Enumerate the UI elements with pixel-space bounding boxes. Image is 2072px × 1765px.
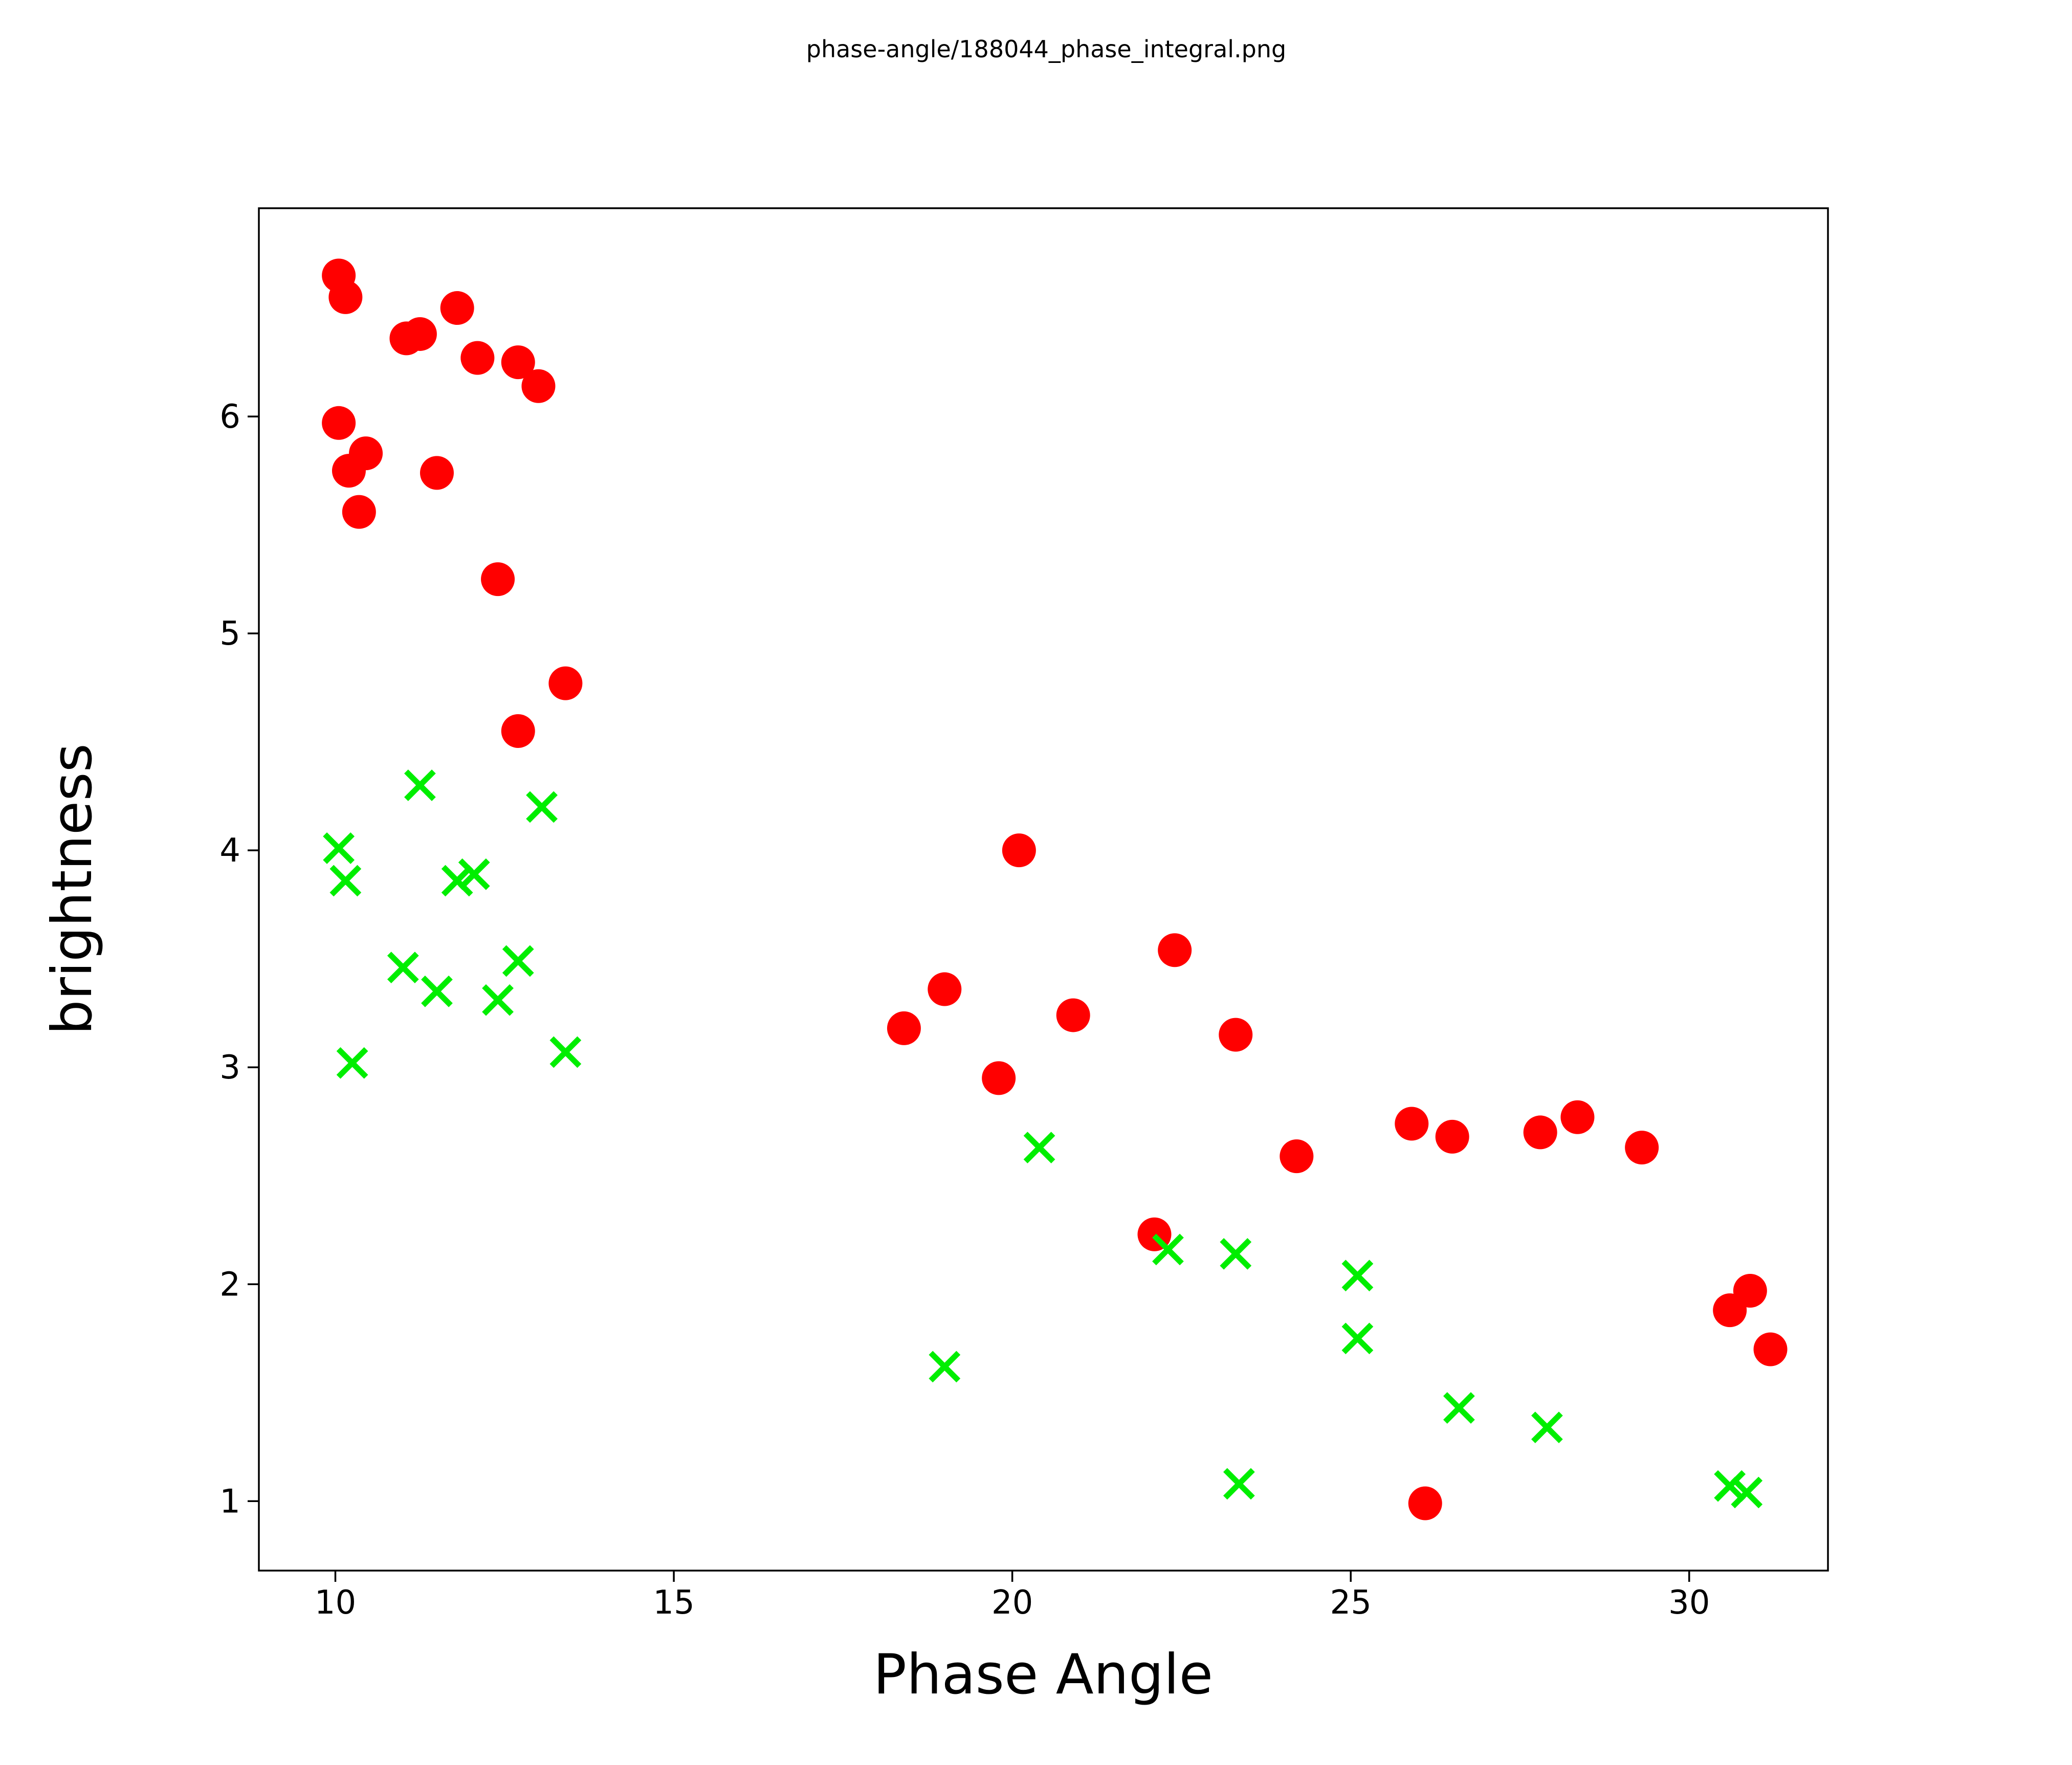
data-point-red-circle (501, 345, 535, 380)
data-point-green-x (1023, 1132, 1055, 1163)
data-point-green-x (502, 945, 534, 977)
x-tick-label: 20 (991, 1584, 1033, 1622)
data-point-red-circle (1219, 1018, 1253, 1052)
axes: 10 15 20 25 30 1 2 3 4 5 6 (219, 207, 1829, 1622)
y-tick-label: 4 (219, 832, 240, 870)
y-tick-label: 3 (219, 1049, 240, 1087)
red-circles-series (322, 258, 1788, 1520)
data-point-green-x (441, 865, 473, 897)
plot-border (258, 207, 1829, 1572)
data-point-green-x (336, 1047, 368, 1079)
data-point-green-x (329, 865, 362, 897)
data-point-green-x (1220, 1238, 1252, 1270)
x-tick-label: 25 (1330, 1584, 1371, 1622)
data-point-green-x (458, 858, 490, 890)
data-point-red-circle (481, 562, 515, 597)
data-point-red-circle (928, 972, 962, 1006)
data-point-red-circle (521, 369, 556, 403)
scatter-series (322, 258, 1788, 1520)
data-point-red-circle (1753, 1332, 1788, 1366)
data-point-green-x (1223, 1468, 1255, 1500)
y-tick-label: 1 (219, 1483, 240, 1520)
data-point-red-circle (982, 1061, 1016, 1095)
data-point-red-circle (460, 341, 495, 375)
data-point-red-circle (403, 317, 437, 351)
data-point-red-circle (332, 454, 366, 488)
green-crosses-series (323, 769, 1763, 1509)
data-point-red-circle (887, 1011, 921, 1045)
data-point-green-x (323, 832, 355, 864)
data-point-red-circle (1408, 1486, 1442, 1520)
data-point-green-x (929, 1351, 961, 1383)
data-point-green-x (1531, 1411, 1563, 1444)
data-point-green-x (1443, 1392, 1475, 1424)
data-point-green-x (526, 791, 558, 823)
data-point-green-x (421, 975, 453, 1007)
data-point-red-circle (1435, 1119, 1469, 1154)
data-point-red-circle (1625, 1131, 1659, 1165)
data-point-red-circle (1395, 1107, 1429, 1141)
x-tick-label: 15 (653, 1584, 694, 1622)
data-point-red-circle (1158, 933, 1192, 967)
y-tick-label: 2 (219, 1266, 240, 1304)
data-point-red-circle (1733, 1273, 1767, 1308)
data-point-red-circle (342, 495, 376, 529)
data-point-green-x (404, 769, 436, 801)
x-tick-label: 30 (1668, 1584, 1710, 1622)
data-point-green-x (1714, 1470, 1746, 1502)
data-point-red-circle (1002, 833, 1036, 868)
data-point-green-x (1152, 1233, 1184, 1266)
data-point-red-circle (501, 714, 535, 748)
data-point-red-circle (1560, 1100, 1595, 1134)
data-point-green-x (549, 1036, 582, 1068)
data-point-red-circle (420, 456, 454, 490)
y-axis-label: brightness (40, 743, 104, 1035)
chart-title: phase-angle/188044_phase_integral.png (806, 35, 1286, 63)
data-point-green-x (1341, 1260, 1374, 1292)
data-point-red-circle (1523, 1115, 1557, 1150)
data-point-red-circle (548, 666, 583, 700)
data-point-green-x (1341, 1322, 1374, 1355)
y-tick-label: 6 (219, 398, 240, 436)
data-point-green-x (482, 984, 514, 1016)
data-point-green-x (1731, 1476, 1763, 1509)
data-point-red-circle (322, 406, 356, 440)
data-point-red-circle (1280, 1139, 1314, 1174)
data-point-green-x (387, 952, 419, 984)
data-point-red-circle (328, 280, 363, 314)
data-point-red-circle (1056, 998, 1090, 1032)
data-point-red-circle (440, 291, 474, 325)
x-axis-label: Phase Angle (873, 1643, 1213, 1707)
y-tick-label: 5 (219, 615, 240, 653)
x-tick-label: 10 (315, 1584, 356, 1622)
